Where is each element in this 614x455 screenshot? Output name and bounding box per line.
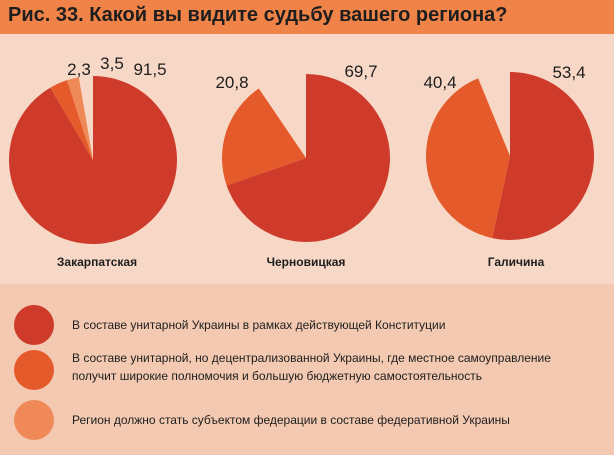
pie-charts-svg: 91,5 3,5 2,3 Закарпатская 69,7 20,8 Черновицка… [9,54,595,269]
pie-1-value-label-2: 3,5 [100,54,124,73]
legend-label-3: Регион должно стать субъектом федерации … [72,413,510,427]
pie-2-slice-1 [226,74,390,242]
pie-3-slice-1 [492,72,595,240]
pie-2-caption: Черновицкая [267,255,346,269]
legend-item-unitary: В составе унитарной Украины в рамках дей… [14,305,604,345]
legend-swatch-2 [14,350,54,390]
charts-area: 91,5 3,5 2,3 Закарпатская 69,7 20,8 Черновицка… [0,34,614,284]
pie-3-slice-2 [425,78,510,239]
pie-2-value-label-2: 20,8 [215,73,248,92]
legend: В составе унитарной Украины в рамках дей… [0,284,614,455]
pie-1-value-label-1: 91,5 [133,60,166,79]
legend-label-1: В составе унитарной Украины в рамках дей… [72,318,446,332]
title-bar: Рис. 33. Какой вы видите судьбу вашего р… [0,0,614,34]
pie-1-slice-2 [50,80,93,160]
pie-1-value-label-3: 2,3 [67,60,91,79]
pie-2-value-label-1: 69,7 [344,62,377,81]
pie-3-value-label-2: 40,4 [423,73,456,92]
pie-3-value-label-1: 53,4 [552,63,585,82]
legend-label-2: В составе унитарной, но децентрализованн… [72,351,551,383]
chart-title: Рис. 33. Какой вы видите судьбу вашего р… [8,4,508,26]
pie-1-slice-3 [67,77,93,160]
pie-1-caption: Закарпатская [57,255,137,269]
pie-1-slice-1 [9,76,178,244]
legend-swatch-1 [14,305,54,345]
legend-item-federation: Регион должно стать субъектом федерации … [14,400,604,440]
legend-swatch-3 [14,400,54,440]
pie-2-slice-2 [221,88,306,186]
pie-3-caption: Галичина [488,255,545,269]
legend-item-decentralized: В составе унитарной, но децентрализованн… [14,349,604,391]
